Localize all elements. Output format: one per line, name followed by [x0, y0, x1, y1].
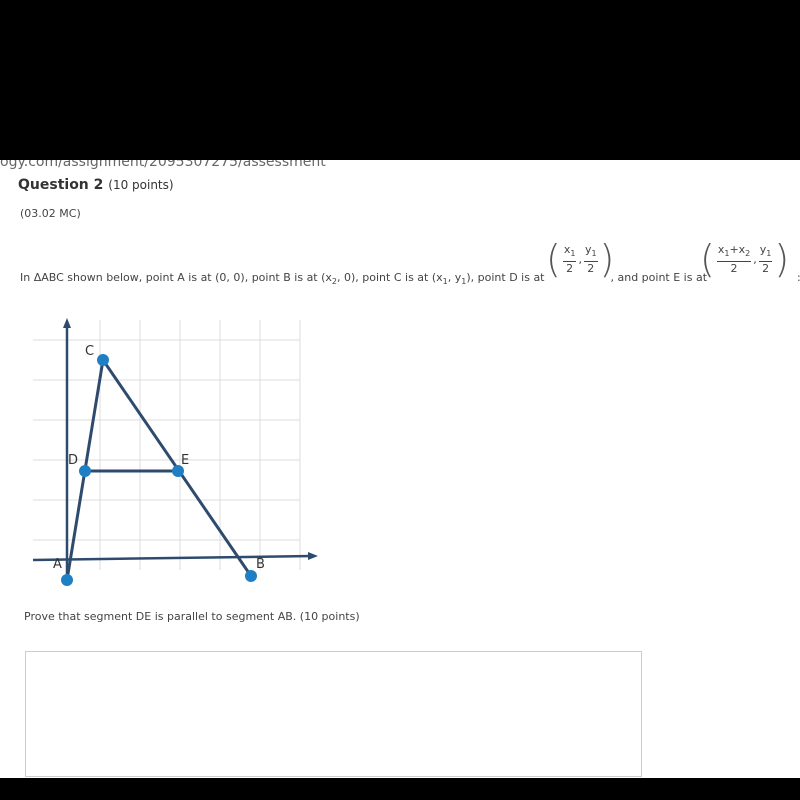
question-stem: In ΔABC shown below, point A is at (0, 0…	[20, 271, 800, 286]
question-title: Question 2 (10 points)	[18, 177, 174, 193]
points: (10 points)	[108, 178, 174, 192]
den: 2	[762, 261, 770, 275]
text: , and point E is at	[610, 271, 708, 284]
prompt: Prove that segment DE is parallel to seg…	[24, 610, 360, 623]
answer-box[interactable]	[25, 651, 642, 777]
label-a: A	[53, 557, 62, 572]
sep: ,	[753, 252, 757, 266]
grid	[33, 320, 301, 570]
page: ogy.com/assignment/2095307275/assessment…	[0, 160, 800, 778]
label-c: C	[85, 344, 94, 359]
num: x	[717, 243, 725, 257]
den: 2	[587, 261, 595, 275]
text: , y	[447, 271, 462, 284]
sep: ,	[578, 252, 582, 266]
sub: 1	[442, 277, 448, 287]
sub: 1	[766, 249, 772, 259]
label-e: E	[181, 453, 189, 468]
e-coordinate: ( x1+x2 2 , y1 2 )	[700, 237, 790, 281]
sub: 2	[331, 277, 338, 287]
label-d: D	[68, 453, 78, 468]
sub: 2	[745, 249, 751, 259]
sub: 1	[724, 249, 730, 259]
triangle	[65, 359, 253, 581]
triangle-figure: A B C D E	[32, 318, 318, 586]
text: In ΔABC shown below, point A is at (0, 0…	[20, 271, 332, 284]
num: +x	[729, 243, 746, 257]
label-b: B	[256, 557, 265, 572]
url: ogy.com/assignment/2095307275/assessment	[0, 160, 326, 170]
title: Question 2	[18, 177, 104, 193]
num: x	[563, 243, 571, 257]
sub: 1	[570, 249, 576, 259]
axes	[32, 318, 318, 585]
sub: 1	[591, 249, 597, 259]
question-code: (03.02 MC)	[20, 207, 81, 220]
num: y	[759, 243, 767, 257]
d-coordinate: ( x1 2 , y1 2 )	[546, 237, 615, 281]
den: 2	[730, 261, 738, 275]
text: ), point D is at	[466, 271, 545, 284]
points	[61, 354, 257, 586]
num: y	[584, 243, 592, 257]
text: :	[797, 271, 800, 284]
sub: 1	[461, 277, 467, 287]
text: , 0), point C is at (x	[337, 271, 443, 284]
den: 2	[566, 261, 574, 275]
